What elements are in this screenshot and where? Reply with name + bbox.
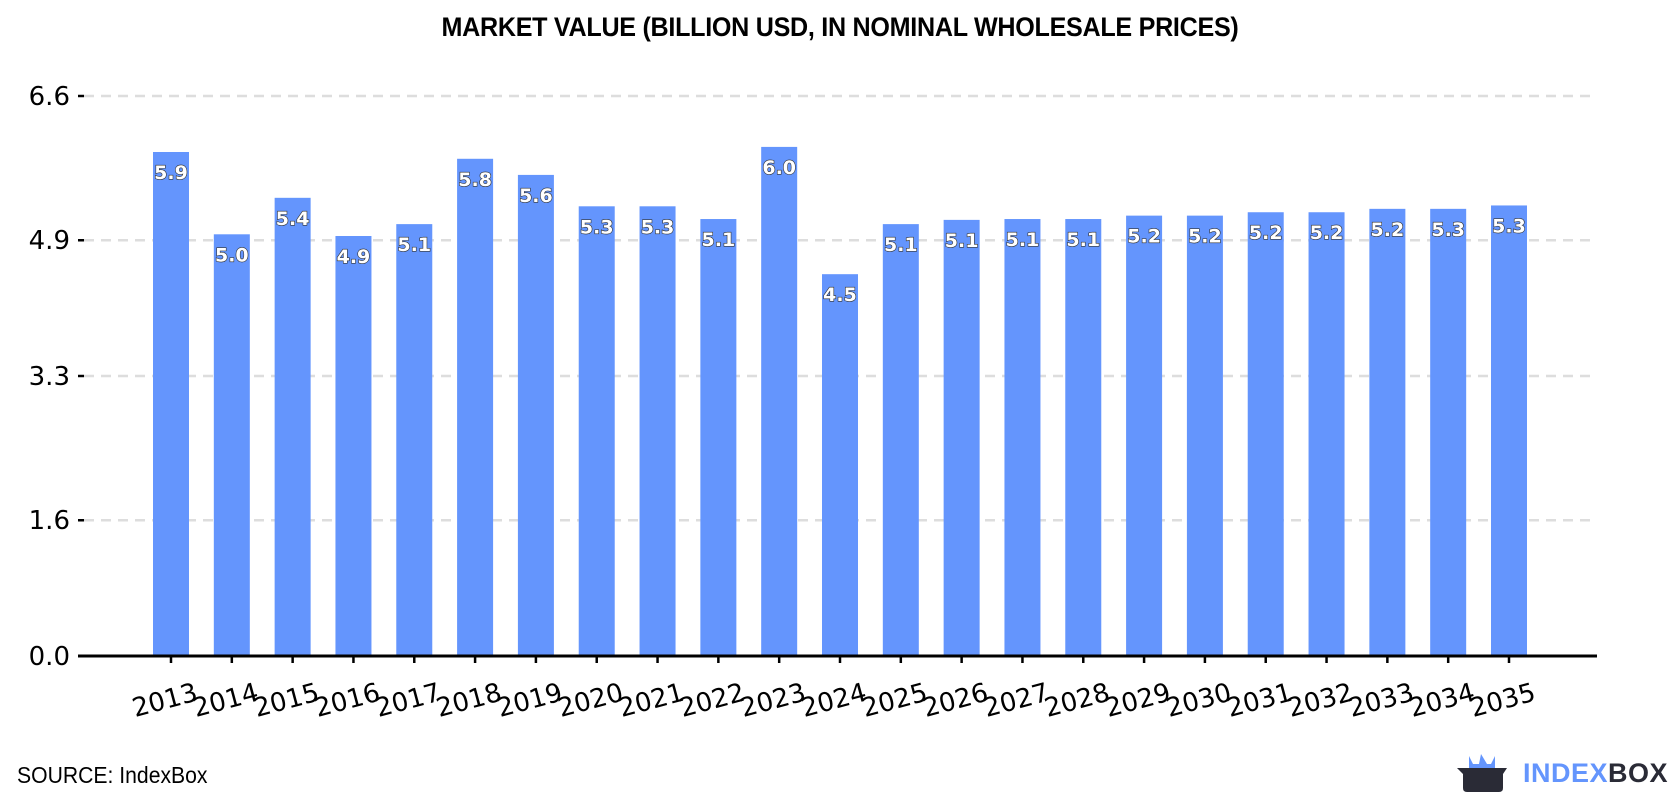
bars: 5.9 5.0 5.4 4.9 5.1 5.8 5.6 5.3 5.3 5.1 6.0 4.5 5.1 5… xyxy=(153,146,1527,657)
x-tick-label: 2034 xyxy=(1406,678,1478,724)
bar-value-label: 5.2 xyxy=(1127,226,1161,248)
bar-2032 xyxy=(1308,212,1345,656)
bar-2021 xyxy=(639,206,676,656)
bar-value-label: 5.3 xyxy=(1492,215,1526,237)
bar-2027 xyxy=(1004,219,1041,656)
x-tick-label: 2027 xyxy=(981,678,1053,724)
logo-text-box: BOX xyxy=(1608,758,1669,788)
bar-2017 xyxy=(396,224,433,656)
bar-value-label: 5.1 xyxy=(945,230,979,252)
bar-2013 xyxy=(153,152,189,656)
y-tick-label: 6.6 xyxy=(29,82,70,112)
bar-value-label: 6.0 xyxy=(762,157,796,179)
x-tick-label: 2030 xyxy=(1163,678,1235,724)
x-tick-label: 2028 xyxy=(1041,678,1113,724)
x-tick-label: 2021 xyxy=(616,678,688,724)
x-tick-label: 2022 xyxy=(676,678,748,724)
x-tick-label: 2025 xyxy=(859,678,931,724)
bar-value-label: 5.6 xyxy=(519,185,553,207)
bar-2020 xyxy=(578,206,615,656)
source-note: SOURCE: IndexBox xyxy=(17,762,208,788)
x-tick-label: 2013 xyxy=(129,678,201,724)
x-tick-label: 2035 xyxy=(1467,678,1539,724)
logo-text-index: INDEX xyxy=(1523,758,1609,788)
bar-value-label: 5.1 xyxy=(1066,229,1100,251)
bar-value-label: 5.2 xyxy=(1188,226,1222,248)
bar-value-label: 5.8 xyxy=(458,169,492,191)
bar-value-label: 5.1 xyxy=(884,234,918,256)
x-tick-label: 2014 xyxy=(190,678,262,724)
y-tick-label: 4.9 xyxy=(29,226,70,256)
bar-2029 xyxy=(1126,215,1163,657)
bar-value-label: 5.2 xyxy=(1249,222,1283,244)
bar-value-label: 5.3 xyxy=(580,216,614,238)
y-tick-label: 1.6 xyxy=(29,506,70,536)
x-tick-label: 2016 xyxy=(312,678,384,724)
x-tick-label: 2019 xyxy=(494,678,566,724)
bar-2034 xyxy=(1430,208,1467,656)
bar-2024 xyxy=(822,274,858,656)
x-tick-label: 2026 xyxy=(920,678,992,724)
bar-value-label: 5.1 xyxy=(702,229,736,251)
x-tick-label: 2015 xyxy=(251,678,323,724)
bar-2016 xyxy=(335,236,372,656)
logo-text: INDEXBOX xyxy=(1523,758,1668,789)
x-tick-label: 2018 xyxy=(433,678,505,724)
bar-2014 xyxy=(213,234,250,656)
bar-value-label: 5.4 xyxy=(276,208,310,230)
x-tick-label: 2031 xyxy=(1224,678,1296,724)
bar-value-label: 5.1 xyxy=(1006,229,1040,251)
x-axis: 2013201420152016201720182019202020212022… xyxy=(78,654,1597,724)
y-axis: 0.0 1.6 3.3 4.9 6.6 xyxy=(29,82,84,672)
y-tick-label: 0.0 xyxy=(29,642,70,672)
bar-value-label: 5.2 xyxy=(1310,222,1344,244)
bar-value-label: 5.2 xyxy=(1371,219,1405,241)
x-tick-label: 2017 xyxy=(372,678,444,724)
bar-value-label: 4.5 xyxy=(823,284,857,306)
y-tick-label: 3.3 xyxy=(29,362,70,392)
bar-2023 xyxy=(761,146,798,656)
x-tick-label: 2024 xyxy=(798,678,870,724)
x-tick-label: 2023 xyxy=(737,678,809,724)
bar-value-label: 5.3 xyxy=(1431,219,1465,241)
indexbox-box-icon xyxy=(1457,754,1507,792)
indexbox-logo: INDEXBOX xyxy=(1455,752,1668,796)
bar-2033 xyxy=(1369,208,1406,656)
bar-2031 xyxy=(1247,212,1284,656)
bar-2035 xyxy=(1491,205,1527,657)
x-tick-label: 2029 xyxy=(1102,678,1174,724)
bar-2019 xyxy=(517,174,554,656)
bar-2025 xyxy=(882,224,919,656)
bar-2022 xyxy=(700,219,737,656)
x-tick-label: 2020 xyxy=(555,678,627,724)
bar-2030 xyxy=(1186,215,1223,657)
bar-value-label: 5.1 xyxy=(397,234,431,256)
bar-2015 xyxy=(274,197,311,656)
bar-2026 xyxy=(943,219,980,656)
bar-value-label: 5.0 xyxy=(215,244,249,266)
x-tick-label: 2032 xyxy=(1285,678,1357,724)
bar-value-label: 5.9 xyxy=(154,162,188,184)
x-tick-label: 2033 xyxy=(1345,678,1417,724)
bar-value-label: 5.3 xyxy=(641,216,675,238)
bar-2018 xyxy=(457,158,494,656)
chart-title: MARKET VALUE (BILLION USD, IN NOMINAL WH… xyxy=(441,12,1239,42)
bar-2028 xyxy=(1065,219,1102,656)
bar-value-label: 4.9 xyxy=(337,246,371,268)
